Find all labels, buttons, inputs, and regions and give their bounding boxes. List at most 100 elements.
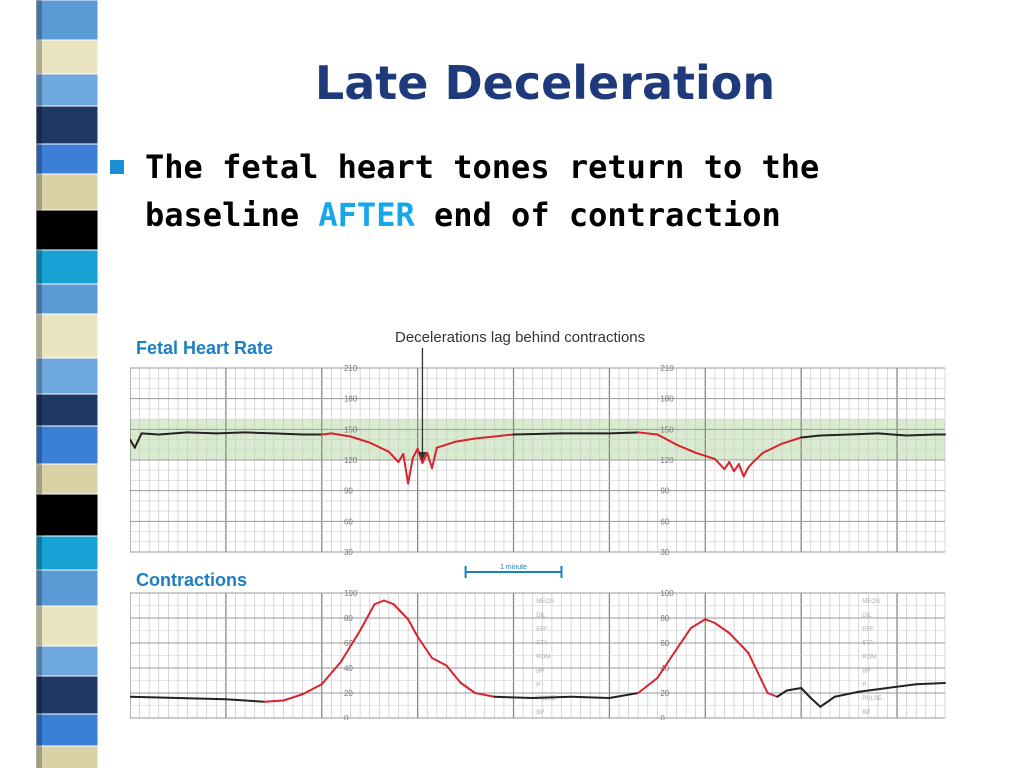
fetal-heart-rate-trace-segment [426,451,434,470]
fetal-heart-rate-trace-segment [876,432,908,437]
fetal-heart-rate-trace-segment [133,432,143,449]
fetal-heart-rate-trace-segment [713,457,726,471]
stripe-block [35,645,99,677]
contractions-trace-segment [531,695,573,699]
fetal-heart-rate-trace-segment [723,461,731,471]
fetal-heart-rate-tick-label: 120 [660,456,674,465]
fetal-heart-rate-trace-segment [637,431,659,436]
contractions-trace-segment [416,635,434,659]
stripe-block [35,675,99,715]
fetal-heart-rate-trace-segment [407,456,414,485]
contractions-trace-segment [713,622,731,634]
fetal-heart-rate-trace-segment [608,431,640,435]
fetal-heart-rate-trace-segment [737,463,745,478]
contractions-trace-segment [776,689,788,698]
fetal-heart-rate-trace-segment [320,432,333,436]
bullet-text-end: end of contraction [433,196,781,234]
contractions-tick-label: 100 [344,589,358,598]
bullet-text: The fetal heart tones return to the base… [145,143,905,239]
contractions-trace-segment [704,618,716,624]
side-label: BP [536,668,544,674]
bullet-marker [110,160,124,174]
contractions-tick-label: 100 [660,589,674,598]
fetal-heart-rate-trace-segment [474,435,496,440]
contractions-trace-segment [493,695,534,699]
contractions-trace-segment [383,599,395,606]
contractions-label: Contractions [136,570,247,590]
fetal-heart-rate-trace-segment [397,452,405,464]
fetal-heart-rate-trace-segment [752,451,764,464]
fetal-heart-rate-tick-label: 60 [660,517,669,526]
fetal-heart-rate-trace-segment [905,433,937,437]
fetal-heart-rate-trace-segment [742,466,750,478]
annotation-label: Decelerations lag behind contractions [395,329,645,346]
fetal-heart-rate-tick-label: 210 [660,364,674,373]
fetal-heart-rate-trace-segment [272,432,304,436]
side-label: DIL [536,613,546,619]
side-label: MEOS [536,599,554,605]
contractions-trace-segment [130,695,179,699]
fetal-heart-rate-trace-segment [694,451,716,460]
contractions-trace-segment [637,677,659,694]
fetal-heart-rate-trace-segment [656,433,678,446]
contractions-trace-segment [747,652,760,674]
stripe-block [35,393,99,427]
fetal-heart-rate-trace-segment [387,450,400,464]
side-label: DIL [862,613,872,619]
fetal-heart-rate-trace-segment [431,446,438,470]
contractions-trace-segment [819,695,836,708]
fetal-heart-rate-trace-segment [416,447,424,465]
contractions-tick-label: 80 [344,614,353,623]
contractions-trace-segment [833,690,860,698]
contractions-tick-label: 20 [344,689,353,698]
stripe-block [35,535,99,571]
slide-title: Late Deceleration [314,56,776,110]
contractions-trace-segment [176,697,227,701]
fetal-heart-rate-trace-segment [349,435,371,444]
fetal-heart-rate-tick-label: 90 [344,487,353,496]
fetal-heart-rate-label: Fetal Heart Rate [136,338,273,358]
fetal-heart-rate-tick-label: 30 [660,548,669,557]
contractions-trace-segment [339,629,362,663]
contractions-trace-segment [224,698,266,703]
stripe-block [35,463,99,495]
contractions-trace-segment [689,618,707,629]
contractions-trace-segment [431,657,448,667]
fetal-heart-rate-trace-segment [733,463,740,473]
fetal-heart-rate-trace-segment [140,432,160,436]
side-label: EFF [862,627,874,633]
side-label: PULSE [536,696,556,702]
annotation-arrowhead [418,452,427,460]
contractions-tick-label: 0 [660,714,665,720]
contractions-trace-segment [263,699,285,703]
decorative-stripe [0,0,110,768]
contractions-trace-segment [320,660,342,686]
fetal-heart-rate-trace-segment [512,432,563,436]
fetal-heart-rate-trace-segment [330,432,352,438]
contractions-trace-segment [757,672,769,694]
contractions-trace-segment [766,692,779,698]
fetal-heart-rate-tick-label: 60 [344,517,353,526]
fetal-heart-rate-trace-segment [848,432,879,436]
stripe-edge [36,0,42,768]
stripe-block [35,605,99,647]
fetal-heart-rate-trace-segment [215,431,247,435]
side-label: MEOS [862,599,880,605]
fetal-heart-rate-tick-label: 150 [344,425,358,434]
side-label: ROM [862,655,876,661]
fetal-heart-rate-trace-segment [244,431,275,435]
contractions-trace-segment [915,682,946,686]
bullet-emphasis: AFTER [318,196,415,234]
fetal-heart-rate-trace-segment [781,436,803,445]
side-label: PULSE [862,696,882,702]
side-label: STA [536,641,547,647]
side-label: BP [862,668,870,674]
fetal-heart-rate-trace-segment [728,461,736,473]
stripe-block [35,209,99,251]
fetal-heart-rate-trace-segment [455,437,477,443]
contractions-trace-segment [407,618,419,638]
fetal-heart-rate-tick-label: 180 [660,395,674,404]
fetal-heart-rate-tick-label: 180 [344,395,358,404]
fetal-heart-rate-trace-segment [402,452,410,485]
contractions-tick-label: 60 [344,639,353,648]
